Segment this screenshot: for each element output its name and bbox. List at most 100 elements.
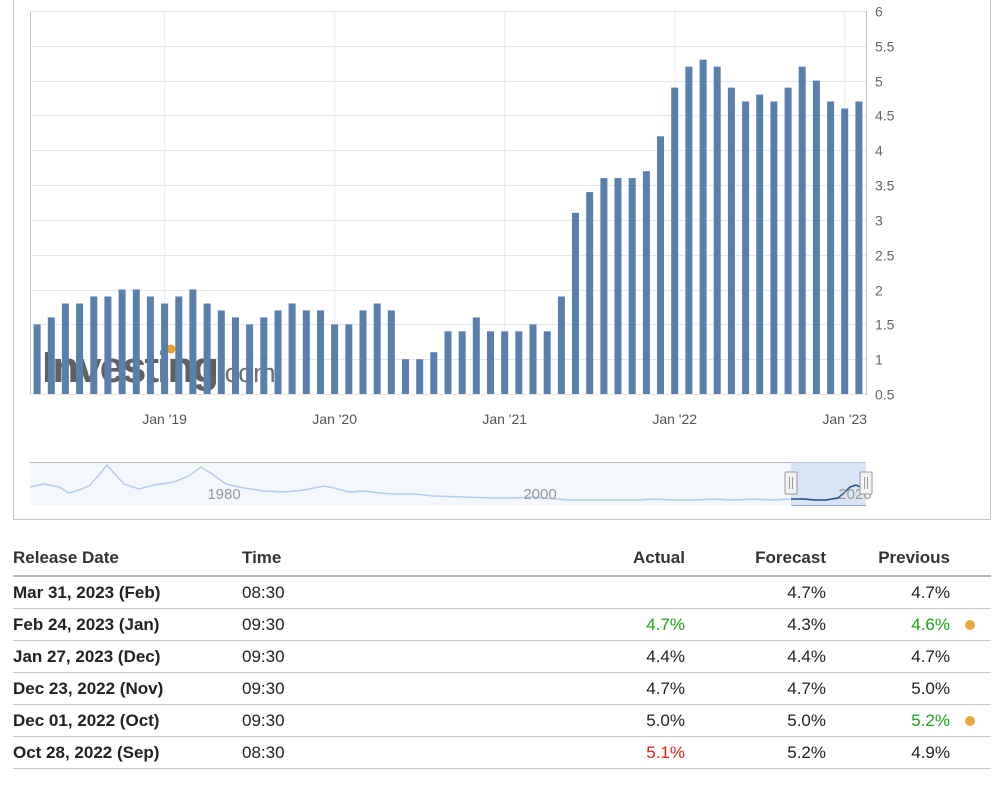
bar bbox=[487, 331, 494, 394]
bar bbox=[189, 289, 197, 394]
watermark-dot-icon bbox=[166, 344, 176, 354]
revision-indicator-cell bbox=[950, 672, 991, 705]
bar bbox=[146, 296, 154, 394]
bar bbox=[855, 101, 863, 394]
y-tick-label: 2.5 bbox=[875, 248, 895, 264]
previous-cell: 4.6% bbox=[826, 608, 950, 641]
bar bbox=[671, 87, 679, 394]
chart-panel: Investing.com 0.511.522.533.544.555.56Ja… bbox=[13, 0, 991, 520]
header-forecast[interactable]: Forecast bbox=[685, 541, 826, 577]
bar bbox=[458, 331, 466, 394]
bar bbox=[246, 324, 254, 394]
navigator-selected-line bbox=[791, 484, 867, 501]
table-row: Oct 28, 2022 (Sep) 08:30 5.1% 5.2% 4.9% bbox=[13, 736, 991, 769]
bar bbox=[33, 324, 41, 394]
navigator[interactable]: 1980 2000 2020 bbox=[29, 462, 873, 506]
bar bbox=[260, 317, 268, 394]
revision-dot-icon[interactable] bbox=[965, 620, 975, 631]
actual-cell: 5.1% bbox=[382, 736, 685, 769]
bar bbox=[756, 94, 764, 394]
table-row: Mar 31, 2023 (Feb) 08:30 4.7% 4.7% bbox=[13, 576, 991, 609]
revision-dot-icon[interactable] bbox=[965, 716, 975, 727]
bar bbox=[529, 324, 537, 394]
grid-lines bbox=[30, 11, 867, 395]
navigator-left-handle[interactable] bbox=[784, 471, 798, 495]
release-date-cell: Feb 24, 2023 (Jan) bbox=[13, 608, 242, 641]
bar bbox=[430, 352, 438, 394]
time-cell: 09:30 bbox=[242, 640, 382, 673]
y-tick-label: 5 bbox=[875, 74, 883, 90]
release-history-table-wrapper: Release Date Time Actual Forecast Previo… bbox=[13, 541, 991, 769]
header-time[interactable]: Time bbox=[242, 541, 382, 577]
navigator-background bbox=[30, 462, 866, 505]
bar bbox=[642, 171, 650, 394]
bar bbox=[232, 317, 239, 394]
y-tick-label: 3 bbox=[875, 213, 883, 229]
bar bbox=[331, 324, 339, 394]
table-body: Mar 31, 2023 (Feb) 08:30 4.7% 4.7% Feb 24, 2… bbox=[13, 576, 991, 769]
y-tick-label: 1 bbox=[875, 352, 883, 368]
bar bbox=[61, 303, 69, 394]
forecast-cell: 4.3% bbox=[685, 608, 826, 641]
revision-indicator-cell bbox=[950, 640, 991, 673]
bar bbox=[387, 310, 395, 394]
bar bbox=[90, 296, 98, 394]
y-tick-label: 2 bbox=[875, 283, 883, 299]
actual-cell: 4.7% bbox=[382, 672, 685, 705]
bar bbox=[345, 324, 353, 394]
bar bbox=[118, 289, 126, 394]
bar bbox=[614, 178, 622, 394]
bar bbox=[104, 296, 112, 394]
navigator-selected-range bbox=[791, 462, 866, 505]
actual-cell: 4.4% bbox=[382, 640, 685, 673]
bar bbox=[501, 331, 509, 394]
forecast-cell: 4.7% bbox=[685, 672, 826, 705]
bar bbox=[827, 101, 835, 394]
forecast-cell: 4.7% bbox=[685, 576, 826, 609]
bar bbox=[784, 87, 792, 394]
navigator-right-handle[interactable] bbox=[859, 471, 873, 495]
bar bbox=[657, 136, 664, 395]
bar bbox=[132, 289, 140, 394]
bar bbox=[402, 359, 409, 394]
forecast-cell: 5.0% bbox=[685, 704, 826, 737]
navigator-labels: 1980 2000 2020 bbox=[207, 486, 871, 503]
bar bbox=[175, 296, 183, 394]
release-date-cell: Oct 28, 2022 (Sep) bbox=[13, 736, 242, 769]
bar bbox=[373, 303, 381, 394]
y-tick-label: 4 bbox=[875, 143, 883, 159]
table-row: Jan 27, 2023 (Dec) 09:30 4.4% 4.4% 4.7% bbox=[13, 640, 991, 673]
bar bbox=[713, 66, 721, 394]
header-actual[interactable]: Actual bbox=[382, 541, 685, 577]
bar bbox=[557, 296, 565, 394]
time-cell: 09:30 bbox=[242, 608, 382, 641]
release-date-cell: Mar 31, 2023 (Feb) bbox=[13, 576, 242, 609]
x-tick-label: Jan '22 bbox=[652, 411, 697, 427]
time-cell: 09:30 bbox=[242, 672, 382, 705]
header-release-date[interactable]: Release Date bbox=[13, 541, 242, 577]
previous-cell: 4.9% bbox=[826, 736, 950, 769]
revision-indicator-cell bbox=[950, 704, 991, 737]
bar bbox=[217, 310, 225, 394]
y-tick-label: 5.5 bbox=[875, 39, 895, 55]
y-tick-label: 1.5 bbox=[875, 317, 895, 333]
table-row: Dec 23, 2022 (Nov) 09:30 4.7% 4.7% 5.0% bbox=[13, 672, 991, 705]
x-tick-label: Jan '20 bbox=[312, 411, 357, 427]
bar bbox=[472, 317, 480, 394]
bar bbox=[798, 66, 806, 394]
revision-indicator-cell bbox=[950, 608, 991, 641]
bar bbox=[543, 331, 551, 394]
bar bbox=[586, 192, 594, 394]
release-date-cell: Jan 27, 2023 (Dec) bbox=[13, 640, 242, 673]
bar bbox=[359, 310, 367, 394]
bar bbox=[628, 178, 636, 394]
axes: 0.5 1 1.5 2 2.5 3 3.5 4 4.5 5 5.5 6 Jan '19 Jan '20 Ja… bbox=[142, 4, 894, 428]
header-previous[interactable]: Previous bbox=[826, 541, 950, 577]
bar bbox=[161, 303, 169, 394]
previous-cell: 5.2% bbox=[826, 704, 950, 737]
bar bbox=[302, 310, 310, 394]
bar bbox=[47, 317, 55, 394]
bar bbox=[416, 359, 424, 394]
bar bbox=[515, 331, 523, 394]
bar bbox=[600, 178, 608, 394]
